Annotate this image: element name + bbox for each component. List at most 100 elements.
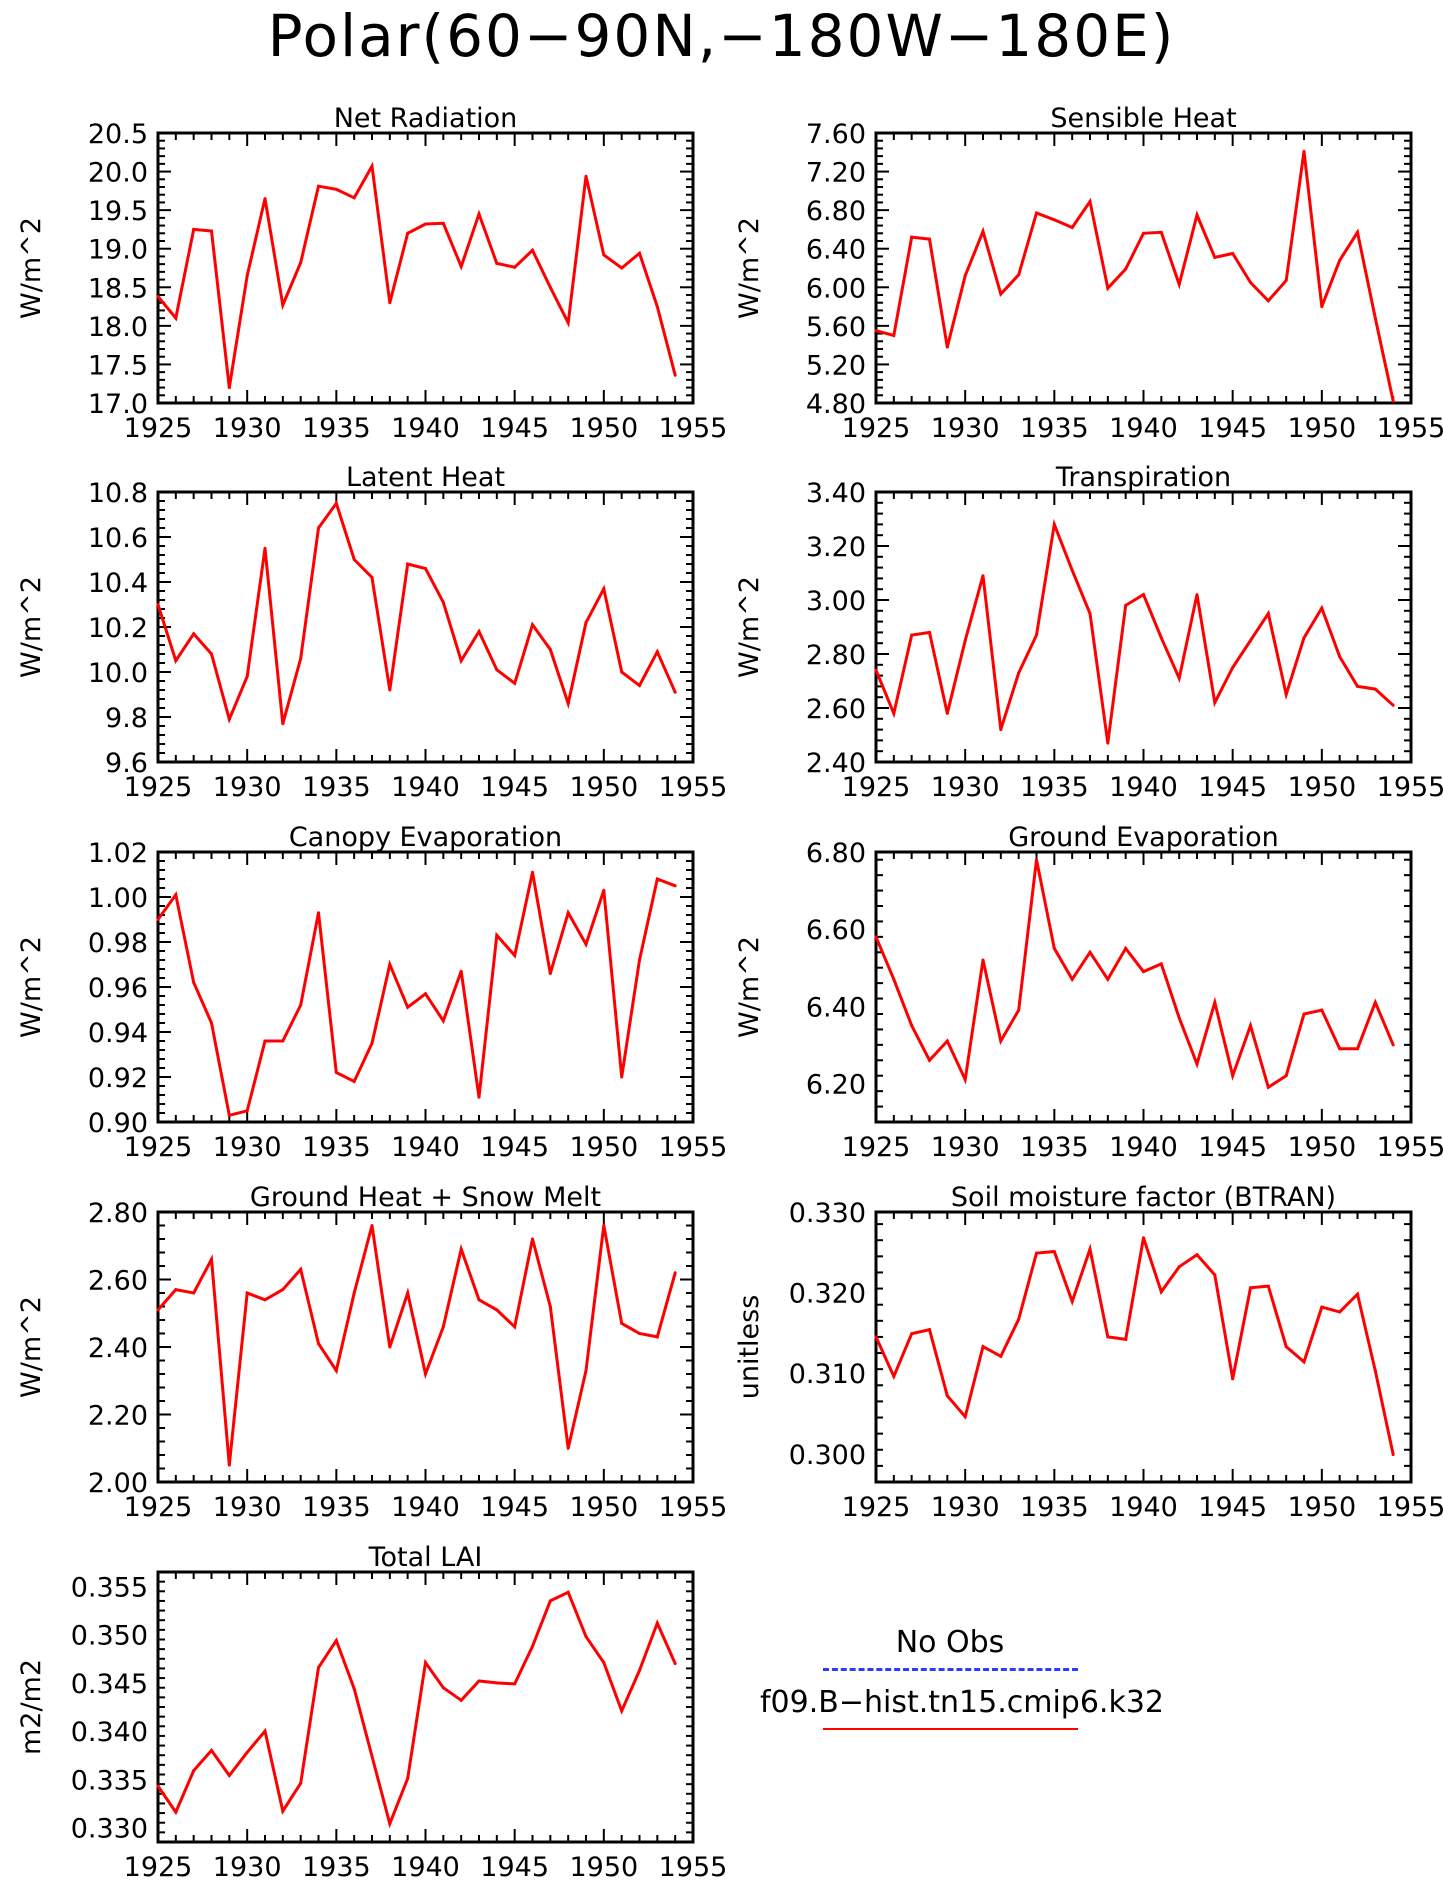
data-point — [910, 1332, 914, 1336]
data-point — [459, 264, 463, 268]
x-tick-label: 1950 — [1287, 772, 1356, 803]
data-point — [459, 1247, 463, 1251]
data-point — [655, 1335, 659, 1339]
data-point — [156, 1308, 160, 1312]
data-point — [352, 1291, 356, 1295]
data-point — [334, 501, 338, 505]
y-tick-label: 10.6 — [88, 523, 148, 554]
y-tick-label: 2.40 — [806, 748, 866, 779]
x-tick-label: 1930 — [213, 1492, 282, 1523]
plot-frame — [874, 131, 1413, 405]
y-tick-label: 19.5 — [88, 196, 148, 227]
data-point — [638, 251, 641, 255]
data-point — [874, 329, 878, 333]
x-tick-label: 1925 — [842, 1132, 911, 1163]
y-tick-label: 10.2 — [88, 613, 148, 644]
data-point — [928, 1058, 931, 1062]
data-point — [1195, 1253, 1199, 1257]
y-tick-label: 19.0 — [88, 235, 148, 266]
x-tick-label: 1935 — [1020, 413, 1089, 444]
data-point — [1124, 267, 1128, 271]
data-point — [495, 668, 499, 672]
x-tick-label: 1930 — [931, 1132, 1000, 1163]
x-tick-label: 1950 — [1287, 1492, 1356, 1523]
data-point — [566, 702, 570, 705]
data-point — [317, 1342, 320, 1346]
data-point — [1356, 684, 1359, 688]
data-point — [1249, 1286, 1252, 1290]
data-point — [1106, 741, 1110, 745]
data-point — [156, 295, 160, 299]
data-point — [406, 1291, 410, 1295]
y-tick-label: 4.80 — [806, 389, 866, 420]
data-point — [548, 972, 552, 975]
data-point — [441, 1325, 445, 1329]
y-axis-label: W/m^2 — [734, 217, 765, 319]
data-point — [1266, 1085, 1270, 1089]
y-axis-label: W/m^2 — [16, 576, 47, 678]
data-point — [317, 184, 320, 188]
data-point — [963, 274, 967, 278]
y-tick-label: 20.0 — [88, 158, 148, 189]
y-tick-label: 6.60 — [806, 915, 866, 946]
x-tick-label: 1945 — [1198, 1492, 1267, 1523]
data-point — [910, 1024, 914, 1028]
data-point — [1017, 671, 1021, 675]
y-axis-label: W/m^2 — [16, 217, 47, 319]
data-point — [370, 1754, 374, 1758]
data-point — [281, 1039, 285, 1043]
data-point — [1302, 1360, 1306, 1364]
data-point — [370, 1041, 374, 1045]
plot-frame — [874, 850, 1413, 1124]
data-point — [174, 316, 178, 320]
data-point — [1177, 282, 1181, 286]
data-point — [495, 261, 499, 265]
data-point — [245, 1109, 249, 1113]
data-point — [388, 301, 392, 305]
x-tick-label: 1955 — [1377, 772, 1443, 803]
data-point — [406, 1005, 410, 1009]
legend-model-label: f09.B−hist.tn15.cmip6.k32 — [760, 1685, 1165, 1720]
data-point — [602, 253, 606, 257]
x-tick-label: 1940 — [1109, 413, 1178, 444]
data-point — [281, 722, 285, 726]
x-tick-label: 1955 — [1377, 413, 1443, 444]
data-point — [281, 303, 285, 307]
data-point — [1213, 255, 1217, 259]
y-tick-label: 7.20 — [806, 158, 866, 189]
data-point — [1142, 1236, 1145, 1240]
data-point — [1338, 1047, 1342, 1051]
data-point — [210, 229, 213, 233]
data-point — [602, 888, 606, 892]
x-tick-label: 1945 — [480, 413, 549, 444]
y-tick-label: 2.80 — [806, 640, 866, 671]
y-tick-label: 0.96 — [88, 973, 148, 1004]
data-point — [281, 1288, 285, 1292]
data-point — [584, 174, 588, 178]
data-point — [1035, 1251, 1038, 1255]
data-point — [584, 1369, 588, 1373]
panel-canopy-evaporation: Canopy Evaporation W/m^2 1925 1930 1935 1940 1… — [16, 822, 727, 1163]
data-point — [584, 621, 588, 624]
x-tick-label: 1930 — [931, 772, 1000, 803]
data-point — [299, 657, 303, 660]
data-point — [1142, 593, 1145, 597]
data-point — [945, 1394, 949, 1398]
y-tick-label: 6.80 — [806, 196, 866, 227]
data-point — [1213, 1000, 1217, 1004]
panel-title: Transpiration — [1055, 462, 1231, 493]
data-point — [1302, 1012, 1306, 1016]
data-point — [963, 639, 967, 642]
data-point — [531, 1237, 534, 1241]
x-tick-label: 1940 — [1109, 1492, 1178, 1523]
data-point — [1106, 286, 1110, 290]
y-tick-label: 1.00 — [88, 883, 148, 914]
data-point — [210, 652, 213, 656]
plot-frame — [874, 1210, 1413, 1484]
data-point — [424, 1372, 427, 1376]
panel-total-lai: Total LAI m2/m2 1925 1930 1935 1940 1945 1950 19… — [16, 1542, 727, 1883]
data-point — [245, 1291, 249, 1295]
data-point — [1284, 279, 1288, 283]
y-tick-label: 3.20 — [806, 532, 866, 563]
x-tick-label: 1940 — [391, 772, 460, 803]
